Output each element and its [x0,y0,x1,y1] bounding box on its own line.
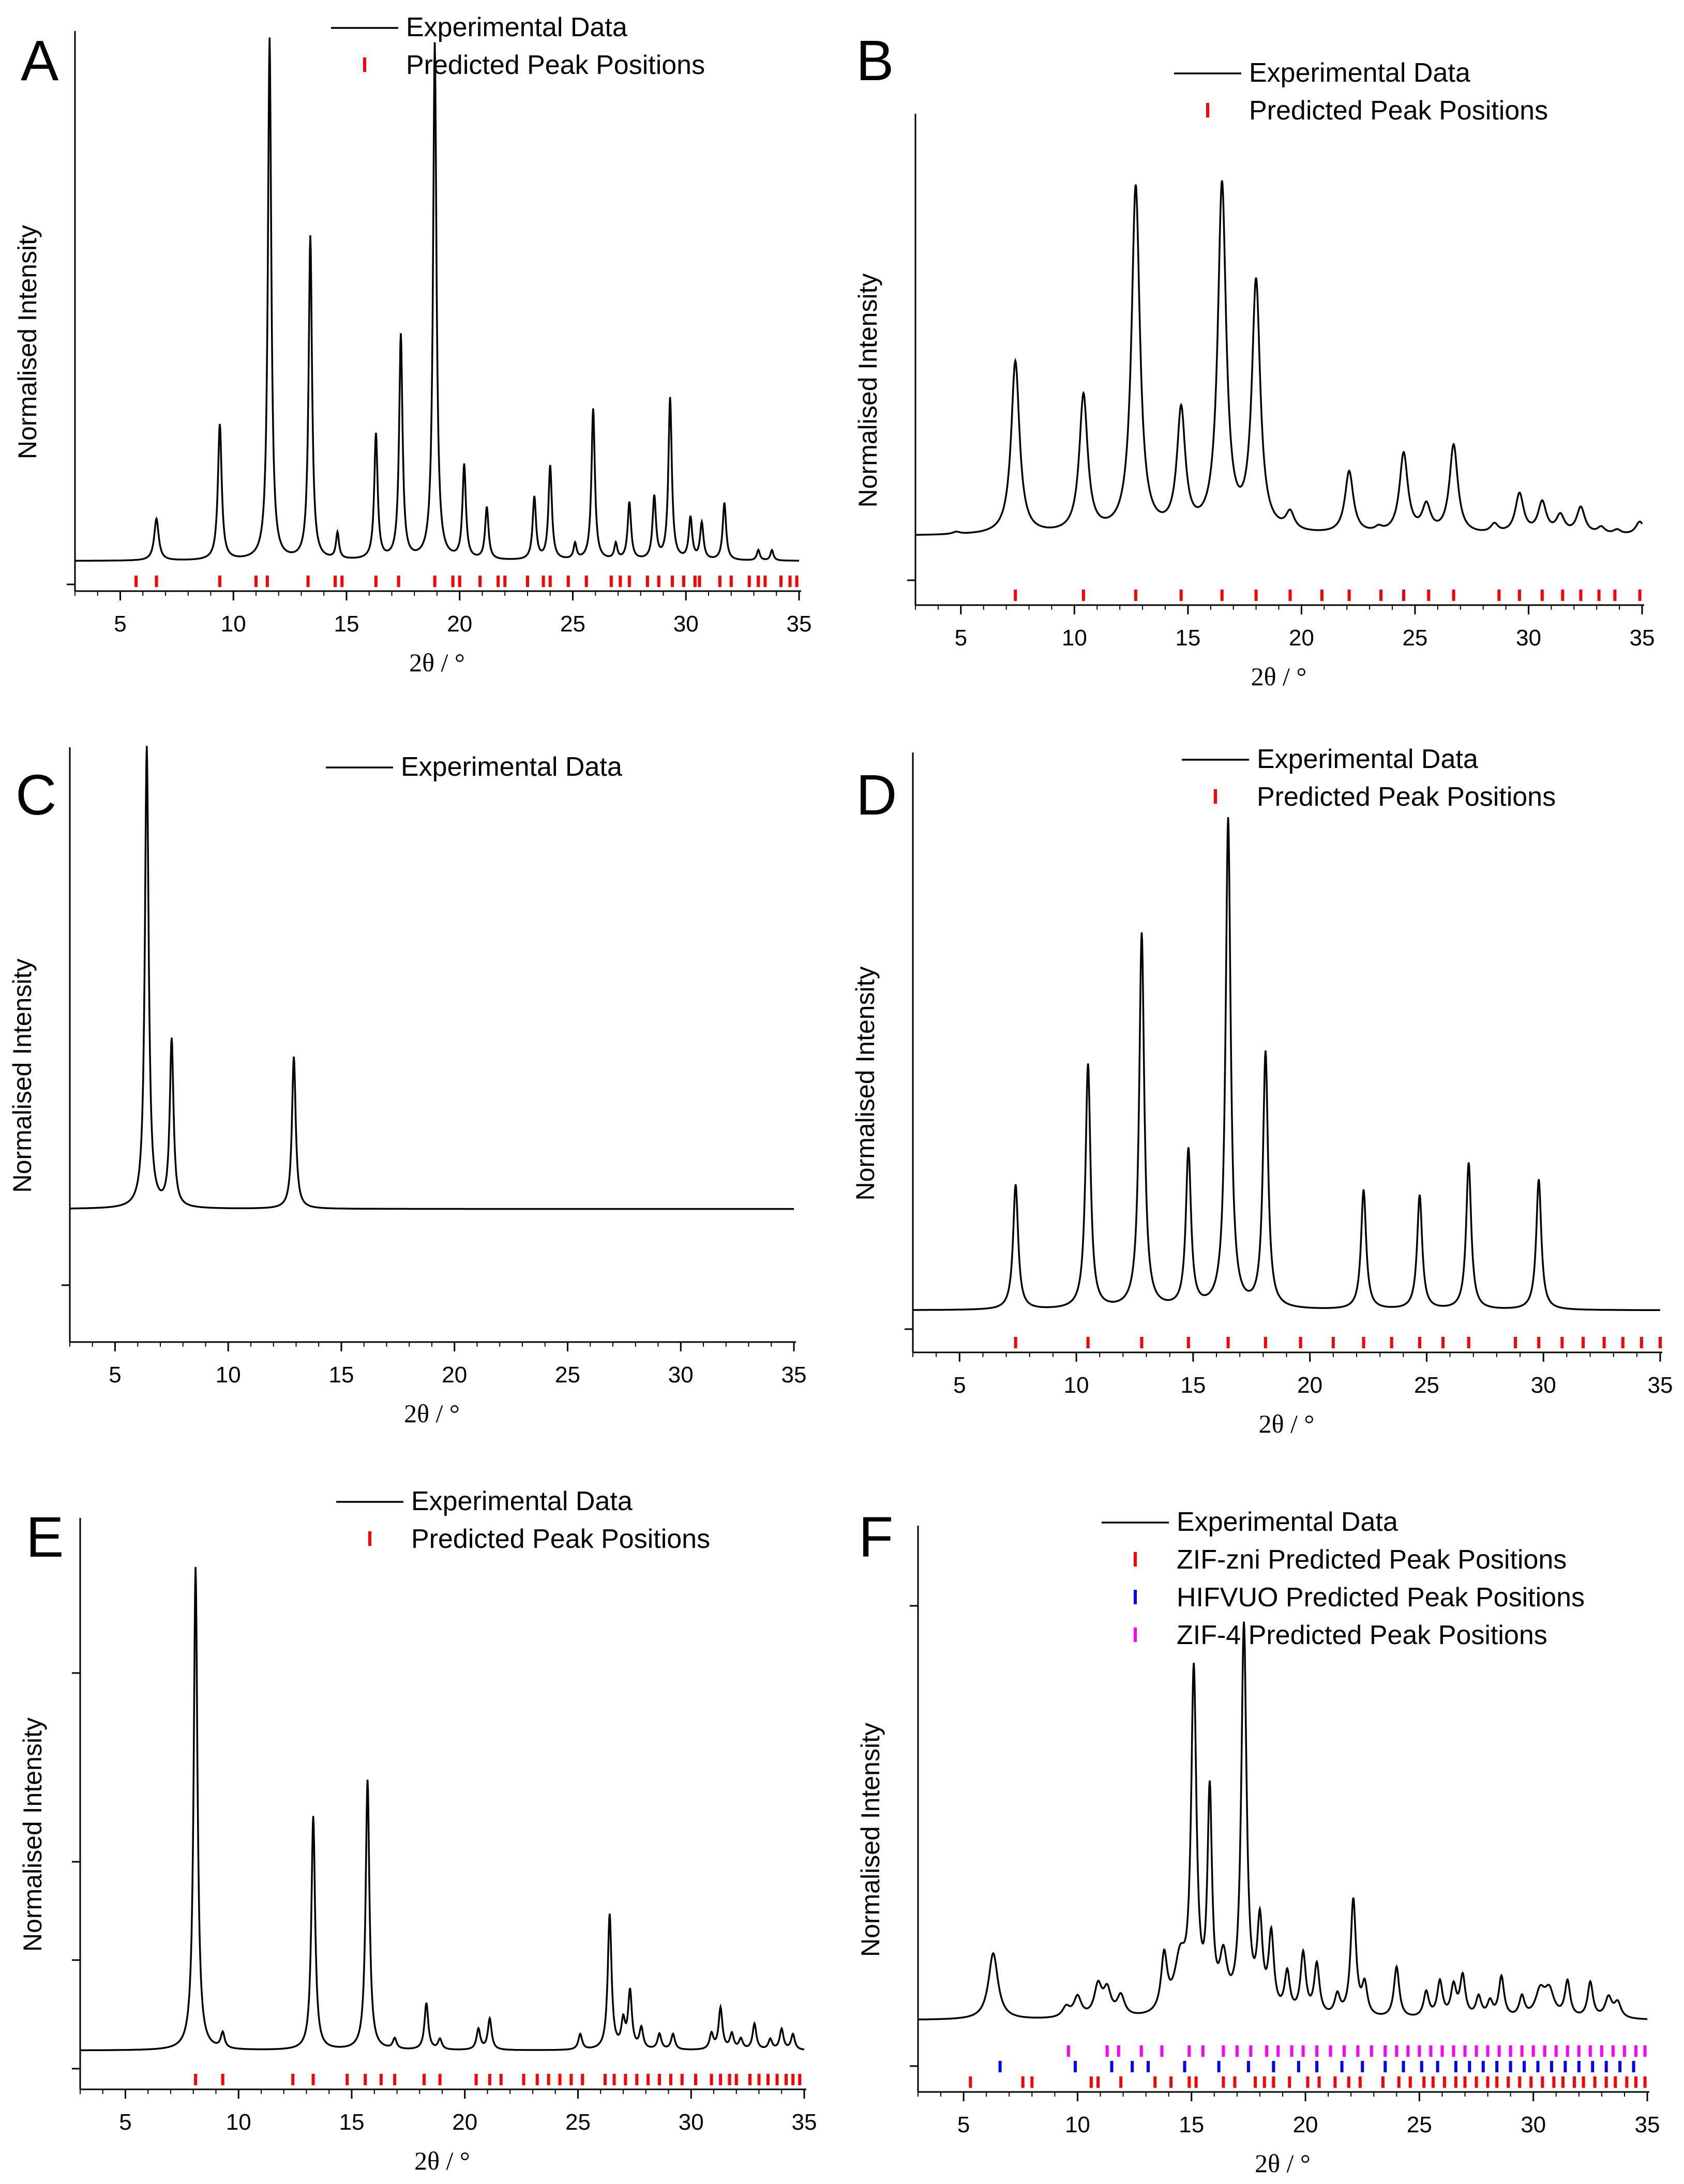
panel-label: C [16,763,56,827]
x-tick-label: 5 [957,2112,970,2137]
legend-entry: Experimental Data [1177,1507,1398,1537]
x-tick-label: 35 [1635,2112,1660,2137]
x-tick-label: 20 [442,1362,467,1388]
panel-label: B [856,29,894,93]
x-tick-label: 20 [447,611,472,637]
panel-E: 5 10 15 20 25 30 35 2θ / ° Normalised Intensity E… [18,1486,817,2175]
y-axis-label: Normalised Intensity [856,1723,885,1957]
x-tick-label: 20 [452,2110,477,2135]
series-line-experimental [80,1567,805,2052]
series-line-experimental [918,1621,1647,2021]
legend-entry: Predicted Peak Positions [1257,782,1556,812]
panel-D: 5 10 15 20 25 30 35 2θ / ° Normalised Intensity D… [851,744,1673,1438]
panel-label: E [26,1505,64,1569]
x-tick-label: 15 [334,611,359,637]
x-tick-label: 5 [109,1362,121,1388]
x-tick-label: 15 [339,2110,365,2135]
x-tick-label: 15 [1179,2112,1204,2137]
x-tick-label: 35 [787,611,812,637]
x-axis-label: 2θ / ° [404,1399,460,1428]
x-axis-label: 2θ / ° [414,2146,470,2175]
x-axis-label: 2θ / ° [409,648,465,677]
x-tick-label: 30 [673,611,699,637]
x-tick-label: 20 [1293,2112,1318,2137]
panel-label: D [856,763,897,827]
x-tick-label: 10 [1065,2112,1090,2137]
y-axis-label: Normalised Intensity [18,1718,47,1952]
legend-entry: Predicted Peak Positions [411,1524,710,1554]
legend-entry: Experimental Data [411,1486,633,1516]
x-tick-label: 10 [216,1362,241,1388]
x-axis-label: 2θ / ° [1251,662,1307,691]
x-tick-label: 10 [1064,1373,1089,1398]
legend-entry: Predicted Peak Positions [406,50,705,80]
x-tick-label: 35 [1630,625,1655,651]
x-tick-label: 35 [792,2110,817,2135]
y-axis-label: Normalised Intensity [851,967,880,1201]
panel-C: 5 10 15 20 25 30 35 2θ / ° Normalised Intensity C… [8,746,806,1428]
legend-entry: Predicted Peak Positions [1249,96,1548,126]
panel-label: A [21,29,59,93]
x-tick-label: 35 [781,1362,807,1388]
y-axis-label: Normalised Intensity [8,959,37,1193]
legend-entry: ZIF-zni Predicted Peak Positions [1177,1545,1567,1575]
x-tick-label: 15 [1180,1373,1206,1398]
legend-entry: Experimental Data [406,12,627,42]
x-tick-label: 30 [1531,1373,1556,1398]
x-tick-label: 35 [1648,1373,1673,1398]
panel-A: 5 10 15 20 25 30 35 2θ / ° Normalised Intensity A… [13,12,811,677]
x-tick-label: 5 [953,1373,966,1398]
x-tick-label: 25 [565,2110,591,2135]
x-tick-label: 25 [555,1362,580,1388]
legend-entry: Experimental Data [1249,58,1470,88]
x-tick-label: 5 [955,625,967,651]
x-tick-label: 30 [668,1362,694,1388]
x-axis-label: 2θ / ° [1255,2149,1311,2178]
legend-entry: HIFVUO Predicted Peak Positions [1177,1583,1585,1613]
x-tick-label: 25 [1402,625,1427,651]
legend-entry: ZIF-4 Predicted Peak Positions [1177,1620,1547,1650]
x-tick-label: 25 [1414,1373,1439,1398]
x-tick-label: 25 [560,611,585,637]
series-line-experimental [915,180,1643,536]
x-tick-label: 5 [119,2110,131,2135]
panel-F: 5 10 15 20 25 30 35 2θ / ° Normalised Intensity F… [856,1505,1660,2178]
x-tick-label: 10 [1062,625,1087,651]
legend-entry: Experimental Data [401,752,622,782]
panel-label: F [859,1505,893,1569]
legend-entry: Experimental Data [1257,744,1478,774]
series-line-experimental [913,817,1660,1312]
x-tick-label: 15 [329,1362,354,1388]
x-tick-label: 30 [1521,2112,1546,2137]
x-tick-label: 5 [114,611,126,637]
y-axis-label: Normalised Intensity [13,225,42,459]
panel-B: 5 10 15 20 25 30 35 2θ / ° Normalised Intensity B… [853,29,1655,691]
series-line-experimental [70,746,794,1210]
x-tick-label: 30 [1516,625,1541,651]
x-tick-label: 30 [679,2110,704,2135]
x-tick-label: 20 [1297,1373,1322,1398]
x-tick-label: 10 [221,611,246,637]
series-line-experimental [75,37,799,562]
x-tick-label: 10 [226,2110,251,2135]
x-tick-label: 15 [1175,625,1200,651]
y-axis-label: Normalised Intensity [853,274,882,508]
x-axis-label: 2θ / ° [1259,1409,1315,1438]
x-tick-label: 20 [1289,625,1314,651]
x-tick-label: 25 [1407,2112,1432,2137]
